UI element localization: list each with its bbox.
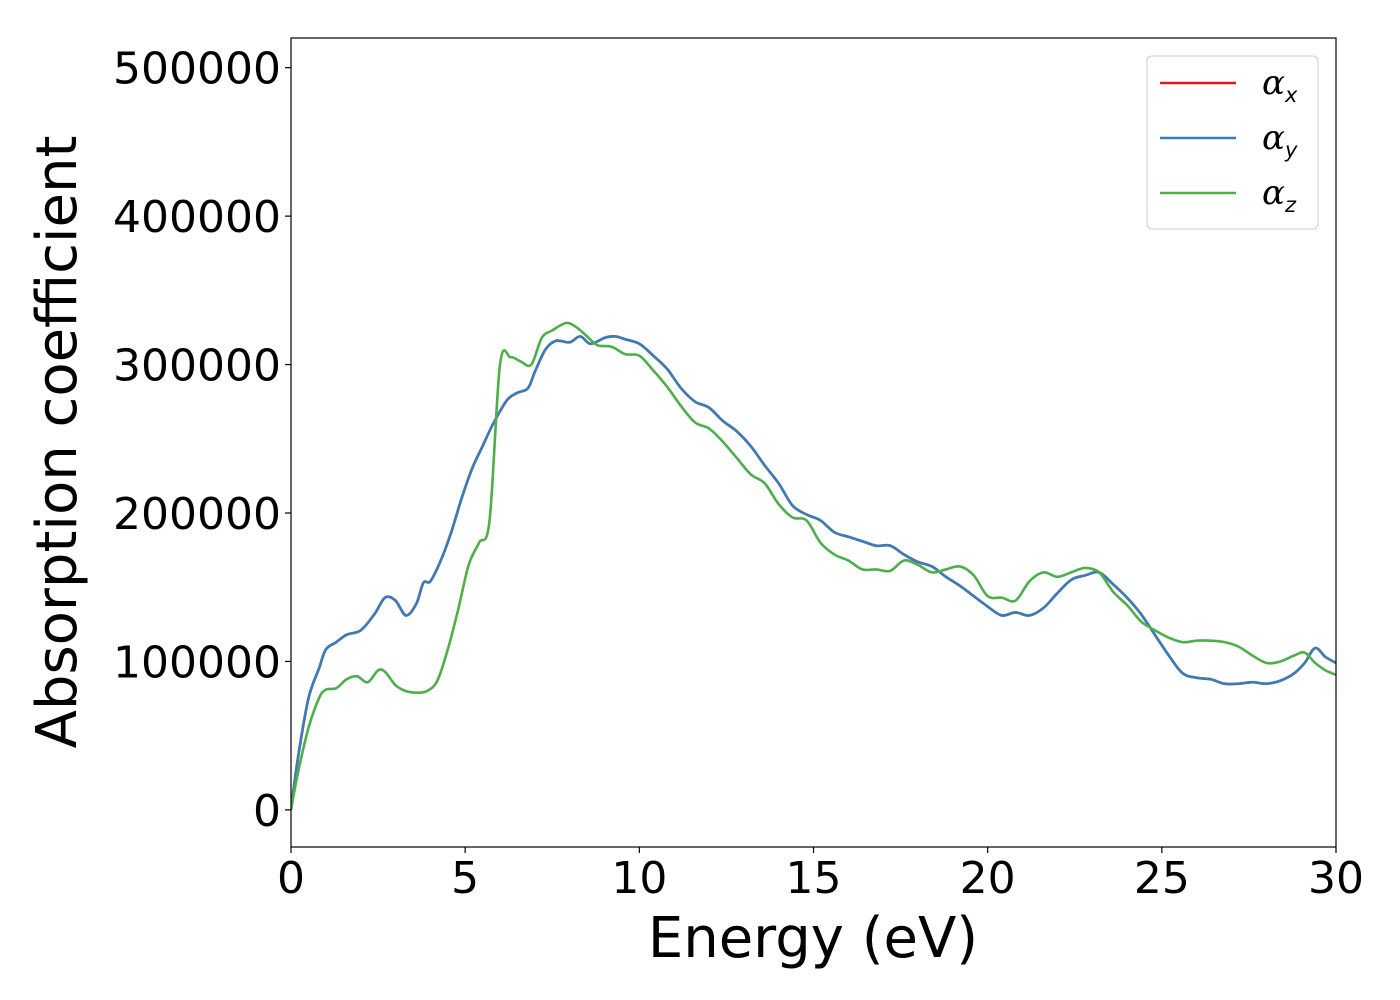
x-tick-label: 0 — [277, 853, 305, 904]
x-tick-label: 25 — [1134, 853, 1190, 904]
x-tick-label: 10 — [611, 853, 667, 904]
y-tick-label: 300000 — [113, 341, 281, 392]
legend-label-x: αx — [1262, 63, 1298, 107]
y-axis-label: Absorption coefficient — [25, 136, 90, 749]
legend-symbol: α — [1262, 173, 1285, 213]
legend-label-z: αz — [1262, 173, 1297, 217]
y-tick-label: 500000 — [113, 44, 281, 95]
x-tick-label: 30 — [1308, 853, 1364, 904]
x-tick-label: 20 — [960, 853, 1016, 904]
legend-symbol: α — [1262, 118, 1285, 158]
legend-subscript: x — [1284, 83, 1298, 107]
y-tick-label: 200000 — [113, 489, 281, 540]
y-tick-label: 0 — [253, 786, 281, 837]
series-line-z — [291, 321, 1336, 811]
series-line-x — [291, 335, 1336, 811]
legend-frame — [1146, 55, 1319, 230]
series-line-y — [291, 335, 1336, 811]
y-tick-label: 400000 — [113, 192, 281, 243]
legend-subscript: z — [1284, 193, 1297, 217]
x-axis-label: Energy (eV) — [648, 906, 978, 971]
legend-symbol: α — [1262, 63, 1285, 103]
legend-subscript: y — [1284, 138, 1298, 162]
legend-label-y: αy — [1262, 118, 1298, 162]
x-tick-label: 5 — [451, 853, 479, 904]
x-tick-label: 15 — [786, 853, 842, 904]
y-tick-label: 100000 — [113, 637, 281, 688]
